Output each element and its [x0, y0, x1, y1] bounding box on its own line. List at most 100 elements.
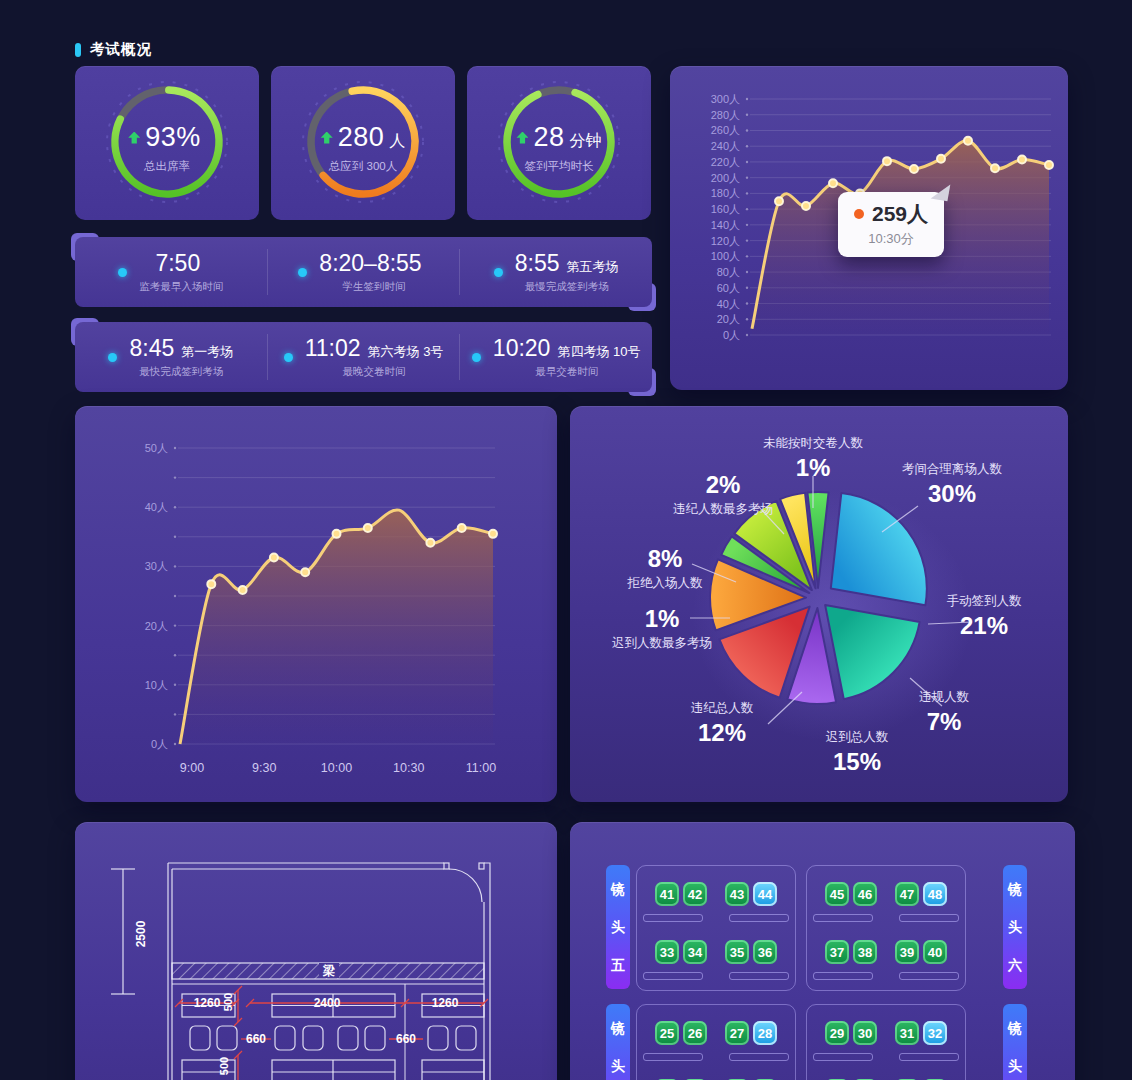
svg-text:1260: 1260: [194, 996, 221, 1010]
seat-46[interactable]: 46: [853, 882, 877, 906]
stat-signin-window: 8:20–8:55学生签到时间: [267, 249, 460, 295]
svg-text:2400: 2400: [314, 996, 341, 1010]
stat-latest-submit: 11:02第六考场 3号最晚交卷时间: [267, 334, 460, 380]
svg-text:240人: 240人: [711, 140, 740, 152]
stat-card-duration: 28分钟 签到平均时长: [467, 66, 651, 220]
seat-39[interactable]: 39: [895, 940, 919, 964]
pie-label-7: 8%拒绝入场人数: [628, 544, 703, 593]
page-title: 考试概况: [90, 40, 152, 59]
seat-35[interactable]: 35: [725, 940, 749, 964]
svg-text:120人: 120人: [711, 235, 740, 247]
svg-text:30人: 30人: [145, 560, 168, 572]
seat-47[interactable]: 47: [895, 882, 919, 906]
stat-slowest-room: 8:55第五考场最慢完成签到考场: [459, 249, 652, 295]
camera-label-3[interactable]: 镜头: [606, 1004, 630, 1080]
desk-bar: [729, 972, 789, 980]
desk-bar: [813, 914, 873, 922]
svg-text:40人: 40人: [145, 501, 168, 513]
svg-text:梁: 梁: [322, 964, 335, 978]
svg-text:260人: 260人: [711, 124, 740, 136]
bullet-dot-icon: [472, 353, 481, 362]
pie-label-4: 迟到总人数15%: [826, 728, 889, 777]
seat-48[interactable]: 48: [923, 882, 947, 906]
seat-42[interactable]: 42: [683, 882, 707, 906]
svg-text:50人: 50人: [145, 442, 168, 454]
tooltip-fold-icon: [931, 182, 951, 202]
camera-label-2[interactable]: 镜头六: [1003, 865, 1027, 989]
stat-entry-time: 7:50监考最早入场时间: [75, 249, 267, 295]
pie-label-6: 1%迟到人数最多考场: [612, 604, 712, 653]
seat-map-panel: 镜头五 镜头六镜头 镜头 4142 4344 3334 3536 4546 4748 3738 39…: [570, 822, 1075, 1080]
seat-44[interactable]: 44: [753, 882, 777, 906]
svg-text:20人: 20人: [717, 313, 740, 325]
stat-label: 总应到 300人: [271, 159, 455, 174]
svg-text:180人: 180人: [711, 187, 740, 199]
seat-34[interactable]: 34: [683, 940, 707, 964]
stat-fastest-room: 8:45第一考场最快完成签到考场: [75, 334, 267, 380]
seat-33[interactable]: 33: [655, 940, 679, 964]
dashboard-page: 考试概况 93% 总出席率 280人 总应到 300人 28分钟 签到平均时长 …: [0, 0, 1132, 1080]
svg-text:60人: 60人: [717, 282, 740, 294]
desk-bar: [813, 972, 873, 980]
desk-bar: [729, 914, 789, 922]
bullet-dot-icon: [118, 268, 127, 277]
exam-pie-panel: 未能按时交卷人数1%考间合理离场人数30%手动签到人数21%违规人数7%迟到总人…: [570, 406, 1068, 802]
svg-text:200人: 200人: [711, 172, 740, 184]
seat-26[interactable]: 26: [683, 1021, 707, 1045]
seat-45[interactable]: 45: [825, 882, 849, 906]
svg-text:9:30: 9:30: [252, 761, 276, 775]
room-trend-panel: 0人10人20人30人40人50人9:009:3010:0010:3011:00: [75, 406, 557, 802]
svg-text:300人: 300人: [711, 93, 740, 105]
stat-card-signed-in: 280人 总应到 300人: [271, 66, 455, 220]
svg-text:9:00: 9:00: [180, 761, 204, 775]
seat-43[interactable]: 43: [725, 882, 749, 906]
pie-label-1: 考间合理离场人数30%: [902, 460, 1002, 509]
pie-label-8: 2%违纪人数最多考场: [673, 470, 773, 519]
seat-31[interactable]: 31: [895, 1021, 919, 1045]
seat-28[interactable]: 28: [753, 1021, 777, 1045]
stat-card-attendance: 93% 总出席率: [75, 66, 259, 220]
svg-text:660: 660: [396, 1032, 416, 1046]
desk-bar: [643, 914, 703, 922]
seat-36[interactable]: 36: [753, 940, 777, 964]
seat-27[interactable]: 27: [725, 1021, 749, 1045]
seat-38[interactable]: 38: [853, 940, 877, 964]
stat-value: 28: [533, 122, 564, 153]
desk-bar: [643, 972, 703, 980]
svg-text:500: 500: [222, 993, 234, 1011]
svg-text:140人: 140人: [711, 219, 740, 231]
seat-32[interactable]: 32: [923, 1021, 947, 1045]
svg-text:10人: 10人: [145, 679, 168, 691]
bullet-dot-icon: [108, 353, 117, 362]
svg-text:160人: 160人: [711, 203, 740, 215]
exam-pie-chart: 未能按时交卷人数1%考间合理离场人数30%手动签到人数21%违规人数7%迟到总人…: [570, 406, 1068, 802]
svg-text:80人: 80人: [717, 266, 740, 278]
svg-text:0人: 0人: [723, 329, 740, 341]
room-trend-chart: 0人10人20人30人40人50人9:009:3010:0010:3011:00: [75, 406, 557, 802]
desk-bar: [643, 1053, 703, 1061]
pie-label-3: 违规人数7%: [919, 688, 969, 737]
desk-bar: [729, 1053, 789, 1061]
up-arrow-icon: [128, 132, 140, 144]
bullet-dot-icon: [494, 268, 503, 277]
svg-text:11:00: 11:00: [466, 761, 496, 775]
seat-29[interactable]: 29: [825, 1021, 849, 1045]
seat-41[interactable]: 41: [655, 882, 679, 906]
time-stats-bar-1: 7:50监考最早入场时间 8:20–8:55学生签到时间 8:55第五考场最慢完…: [75, 237, 652, 307]
stat-value: 280: [338, 122, 385, 153]
svg-text:100人: 100人: [711, 250, 740, 262]
seat-30[interactable]: 30: [853, 1021, 877, 1045]
svg-text:10:00: 10:00: [321, 761, 352, 775]
seat-37[interactable]: 37: [825, 940, 849, 964]
svg-text:0人: 0人: [151, 738, 168, 750]
section-accent-icon: [75, 43, 81, 57]
seat-block-4: 2930 3132: [806, 1004, 966, 1080]
camera-label-1[interactable]: 镜头五: [606, 865, 630, 989]
camera-label-4[interactable]: 镜头: [1003, 1004, 1027, 1080]
up-arrow-icon: [321, 132, 333, 144]
seat-40[interactable]: 40: [923, 940, 947, 964]
seat-25[interactable]: 25: [655, 1021, 679, 1045]
stat-earliest-submit: 10:20第四考场 10号最早交卷时间: [459, 334, 652, 380]
tooltip-dot-icon: [854, 209, 864, 219]
seat-block-3: 2526 2728: [636, 1004, 796, 1080]
